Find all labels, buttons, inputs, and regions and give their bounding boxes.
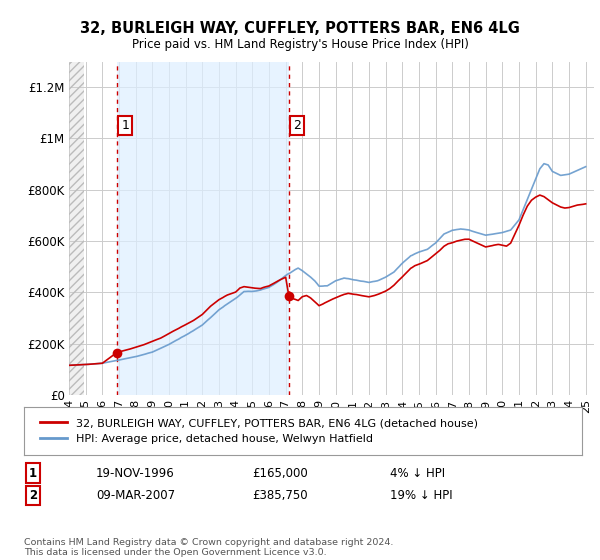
Text: 2: 2 — [293, 119, 301, 132]
Bar — [69, 62, 84, 395]
Text: 19% ↓ HPI: 19% ↓ HPI — [390, 489, 452, 502]
Bar — [69, 62, 84, 395]
Text: £165,000: £165,000 — [252, 466, 308, 480]
Text: Contains HM Land Registry data © Crown copyright and database right 2024.
This d: Contains HM Land Registry data © Crown c… — [24, 538, 394, 557]
Text: £385,750: £385,750 — [252, 489, 308, 502]
Text: 19-NOV-1996: 19-NOV-1996 — [96, 466, 175, 480]
Text: 4% ↓ HPI: 4% ↓ HPI — [390, 466, 445, 480]
Legend: 32, BURLEIGH WAY, CUFFLEY, POTTERS BAR, EN6 4LG (detached house), HPI: Average p: 32, BURLEIGH WAY, CUFFLEY, POTTERS BAR, … — [35, 414, 482, 448]
Text: 2: 2 — [29, 489, 37, 502]
Text: 32, BURLEIGH WAY, CUFFLEY, POTTERS BAR, EN6 4LG: 32, BURLEIGH WAY, CUFFLEY, POTTERS BAR, … — [80, 21, 520, 36]
Text: Price paid vs. HM Land Registry's House Price Index (HPI): Price paid vs. HM Land Registry's House … — [131, 38, 469, 51]
Text: 1: 1 — [29, 466, 37, 480]
Bar — [117, 62, 289, 395]
Text: 09-MAR-2007: 09-MAR-2007 — [96, 489, 175, 502]
Text: 1: 1 — [121, 119, 129, 132]
